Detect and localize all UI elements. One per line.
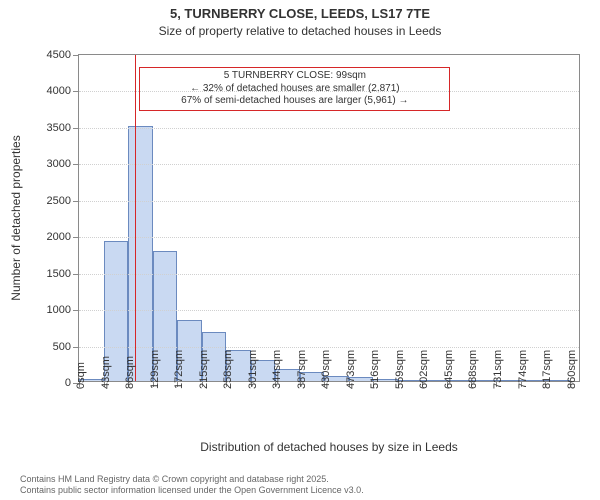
x-tick-label: 774sqm xyxy=(517,350,529,389)
y-tick-label: 3500 xyxy=(47,122,71,134)
y-axis-title: Number of detached properties xyxy=(9,54,23,382)
x-axis-title: Distribution of detached houses by size … xyxy=(78,440,580,454)
y-tick xyxy=(73,347,79,348)
y-tick-label: 2500 xyxy=(47,195,71,207)
x-tick-label: 86sqm xyxy=(124,356,136,389)
x-tick-label: 860sqm xyxy=(566,350,578,389)
y-grid-line xyxy=(79,164,579,165)
y-tick-label: 4000 xyxy=(47,85,71,97)
y-grid-line xyxy=(79,347,579,348)
chart-title: 5, TURNBERRY CLOSE, LEEDS, LS17 7TE xyxy=(0,6,600,21)
chart-subtitle: Size of property relative to detached ho… xyxy=(0,24,600,38)
y-grid-line xyxy=(79,237,579,238)
y-grid-line xyxy=(79,201,579,202)
y-grid-line xyxy=(79,128,579,129)
y-tick xyxy=(73,310,79,311)
y-tick-label: 1000 xyxy=(47,304,71,316)
chart-container: 5, TURNBERRY CLOSE, LEEDS, LS17 7TE Size… xyxy=(0,0,600,500)
info-line-1: 5 TURNBERRY CLOSE: 99sqm xyxy=(144,70,445,83)
x-tick-label: 258sqm xyxy=(222,350,234,389)
y-tick-label: 4500 xyxy=(47,49,71,61)
info-line-2: ← 32% of detached houses are smaller (2,… xyxy=(144,83,445,96)
y-tick-label: 2000 xyxy=(47,231,71,243)
y-tick-label: 1500 xyxy=(47,268,71,280)
y-tick xyxy=(73,128,79,129)
x-tick-label: 43sqm xyxy=(100,356,112,389)
info-line-3: 67% of semi-detached houses are larger (… xyxy=(144,95,445,108)
y-tick xyxy=(73,274,79,275)
x-tick-label: 473sqm xyxy=(345,350,357,389)
x-tick-label: 172sqm xyxy=(173,350,185,389)
y-tick xyxy=(73,91,79,92)
x-tick-label: 731sqm xyxy=(492,350,504,389)
x-tick-label: 645sqm xyxy=(443,350,455,389)
x-tick-label: 817sqm xyxy=(541,350,553,389)
x-tick-label: 387sqm xyxy=(296,350,308,389)
y-tick xyxy=(73,55,79,56)
x-tick-label: 516sqm xyxy=(369,350,381,389)
x-tick-label: 688sqm xyxy=(467,350,479,389)
y-grid-line xyxy=(79,274,579,275)
x-tick-label: 559sqm xyxy=(394,350,406,389)
y-tick-label: 3000 xyxy=(47,158,71,170)
plot-area: 5 TURNBERRY CLOSE: 99sqm ← 32% of detach… xyxy=(78,54,580,382)
x-tick-label: 0sqm xyxy=(75,362,87,389)
y-tick xyxy=(73,237,79,238)
x-tick-label: 602sqm xyxy=(418,350,430,389)
footer-text: Contains HM Land Registry data © Crown c… xyxy=(20,474,364,497)
y-grid-line xyxy=(79,310,579,311)
x-tick-label: 301sqm xyxy=(247,350,259,389)
x-tick-label: 430sqm xyxy=(320,350,332,389)
y-grid-line xyxy=(79,91,579,92)
x-tick-label: 344sqm xyxy=(271,350,283,389)
info-box: 5 TURNBERRY CLOSE: 99sqm ← 32% of detach… xyxy=(139,67,450,111)
y-tick-label: 500 xyxy=(53,341,71,353)
x-tick-label: 215sqm xyxy=(198,350,210,389)
footer-line-1: Contains HM Land Registry data © Crown c… xyxy=(20,474,364,485)
x-tick-label: 129sqm xyxy=(149,350,161,389)
y-tick xyxy=(73,164,79,165)
indicator-line xyxy=(135,55,136,381)
footer-line-2: Contains public sector information licen… xyxy=(20,485,364,496)
y-tick xyxy=(73,201,79,202)
y-tick-label: 0 xyxy=(65,377,71,389)
